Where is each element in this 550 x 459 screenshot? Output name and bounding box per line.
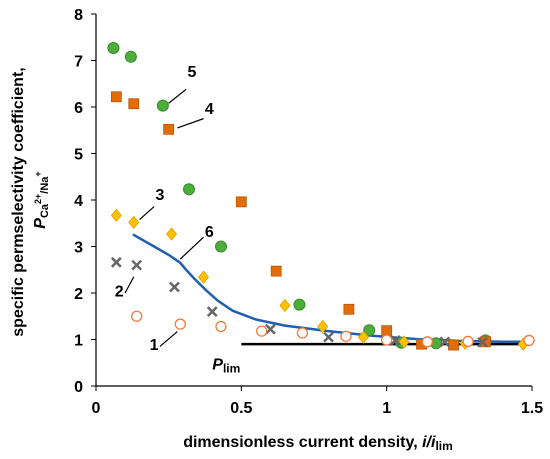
point-circle-open — [381, 334, 393, 346]
point-circle-open — [296, 327, 309, 339]
point-diamond — [279, 298, 291, 313]
y-tick-label: 0 — [74, 379, 83, 396]
y-tick-label: 1 — [74, 333, 83, 350]
y-axis-label-symbol: P — [32, 218, 49, 229]
y-axis-label-line1: specific permselectivity coefficient, — [10, 67, 27, 336]
point-diamond — [357, 330, 369, 344]
point-square — [128, 98, 140, 110]
y-axis-label-line2: PCa2+/Na+ — [32, 171, 51, 228]
point-diamond — [317, 319, 329, 334]
annotation-label: 5 — [187, 64, 196, 81]
point-circle-green — [363, 324, 376, 337]
point-circle-green — [107, 41, 120, 54]
point-square — [381, 325, 393, 337]
annotation-label: 2 — [115, 284, 124, 301]
point-square — [235, 196, 247, 208]
point-circle-green — [156, 99, 169, 112]
point-cross-stroke — [169, 281, 180, 293]
y-tick-label: 4 — [74, 193, 83, 210]
series-square — [110, 91, 491, 351]
y-tick-label: 2 — [74, 286, 83, 303]
point-circle-open — [523, 334, 535, 347]
y-axis-label-sub2: /Na — [39, 176, 51, 194]
x-axis-label-main: dimensionless current density, i/i — [183, 434, 436, 451]
y-axis-label-sup: 2+ — [33, 194, 43, 204]
annotation-leader — [124, 276, 135, 294]
annotation-leader — [159, 331, 178, 347]
point-cross — [390, 335, 401, 346]
annotation-leader — [177, 118, 204, 129]
annotation-leader — [168, 88, 187, 104]
point-cross-stroke — [323, 331, 334, 343]
point-cross-stroke — [390, 335, 401, 346]
point-circle-open — [131, 310, 143, 322]
y-axis-label-sup2: + — [33, 171, 43, 176]
x-axis-label-text: dimensionless current density, — [183, 434, 422, 451]
point-diamond — [110, 208, 122, 222]
annotation-label: 4 — [205, 101, 214, 118]
y-tick-label: 8 — [74, 7, 83, 24]
y-tick-label: 3 — [74, 240, 83, 257]
x-tick-label: 0.5 — [230, 400, 252, 417]
point-diamond — [398, 335, 410, 349]
annotation-label: 3 — [155, 187, 164, 204]
y-tick-label: 6 — [74, 100, 83, 117]
plim-label-main: P — [212, 356, 223, 373]
series-cross — [110, 256, 488, 348]
annotations: 5 4 3 6 2 1 Plim — [115, 64, 240, 375]
annotation-label: 1 — [150, 337, 159, 354]
point-square — [448, 339, 459, 351]
annotation-leader — [139, 206, 155, 220]
x-tick-label: 1.5 — [521, 400, 543, 417]
point-diamond — [128, 215, 140, 229]
y-tick-label: 7 — [74, 54, 83, 71]
annotation-label: 6 — [205, 224, 214, 241]
point-square — [343, 303, 355, 315]
point-circle-green — [293, 298, 306, 311]
x-tick-label: 0 — [92, 400, 101, 417]
data-points — [107, 41, 535, 351]
point-cross — [439, 336, 451, 348]
point-circle-open — [462, 335, 474, 348]
point-square — [110, 91, 122, 103]
point-circle-open — [421, 336, 434, 348]
y-tick-label: 5 — [74, 147, 83, 164]
series-circle-open — [131, 310, 535, 348]
point-cross — [131, 259, 143, 271]
point-circle-open — [256, 325, 268, 337]
point-circle-open — [340, 330, 352, 342]
point-cross — [206, 306, 218, 317]
point-cross — [110, 256, 122, 268]
plim-label: Plim — [212, 356, 240, 375]
x-axis-label-sub: lim — [435, 439, 452, 453]
point-diamond — [198, 270, 210, 284]
point-circle-open — [174, 318, 186, 330]
x-axis-label-symbol: i/i — [422, 434, 436, 451]
point-cross — [323, 331, 334, 343]
point-circle-green — [183, 183, 196, 196]
point-cross-stroke — [131, 259, 143, 271]
point-cross — [169, 281, 180, 293]
point-circle-open — [215, 320, 227, 333]
point-cross-stroke — [439, 336, 451, 348]
point-circle-green — [214, 240, 227, 253]
point-circle-green — [124, 50, 137, 63]
point-square — [270, 265, 282, 277]
point-square — [163, 123, 175, 135]
x-tick-label: 1 — [382, 400, 391, 417]
axes: 0 0.5 1 1.5 0 1 2 3 4 5 6 7 8 — [74, 7, 543, 417]
point-cross-stroke — [206, 306, 218, 317]
x-axis-label: dimensionless current density, i/ilim — [183, 434, 453, 453]
y-axis-label-sub: Ca — [39, 203, 51, 218]
point-cross-stroke — [265, 323, 276, 335]
point-cross-stroke — [110, 256, 122, 268]
annotation-leader — [179, 236, 204, 260]
point-cross-stroke — [477, 336, 488, 348]
plim-label-sub: lim — [223, 361, 240, 375]
point-cross — [477, 336, 488, 348]
point-diamond — [166, 227, 178, 241]
point-cross — [265, 323, 276, 335]
